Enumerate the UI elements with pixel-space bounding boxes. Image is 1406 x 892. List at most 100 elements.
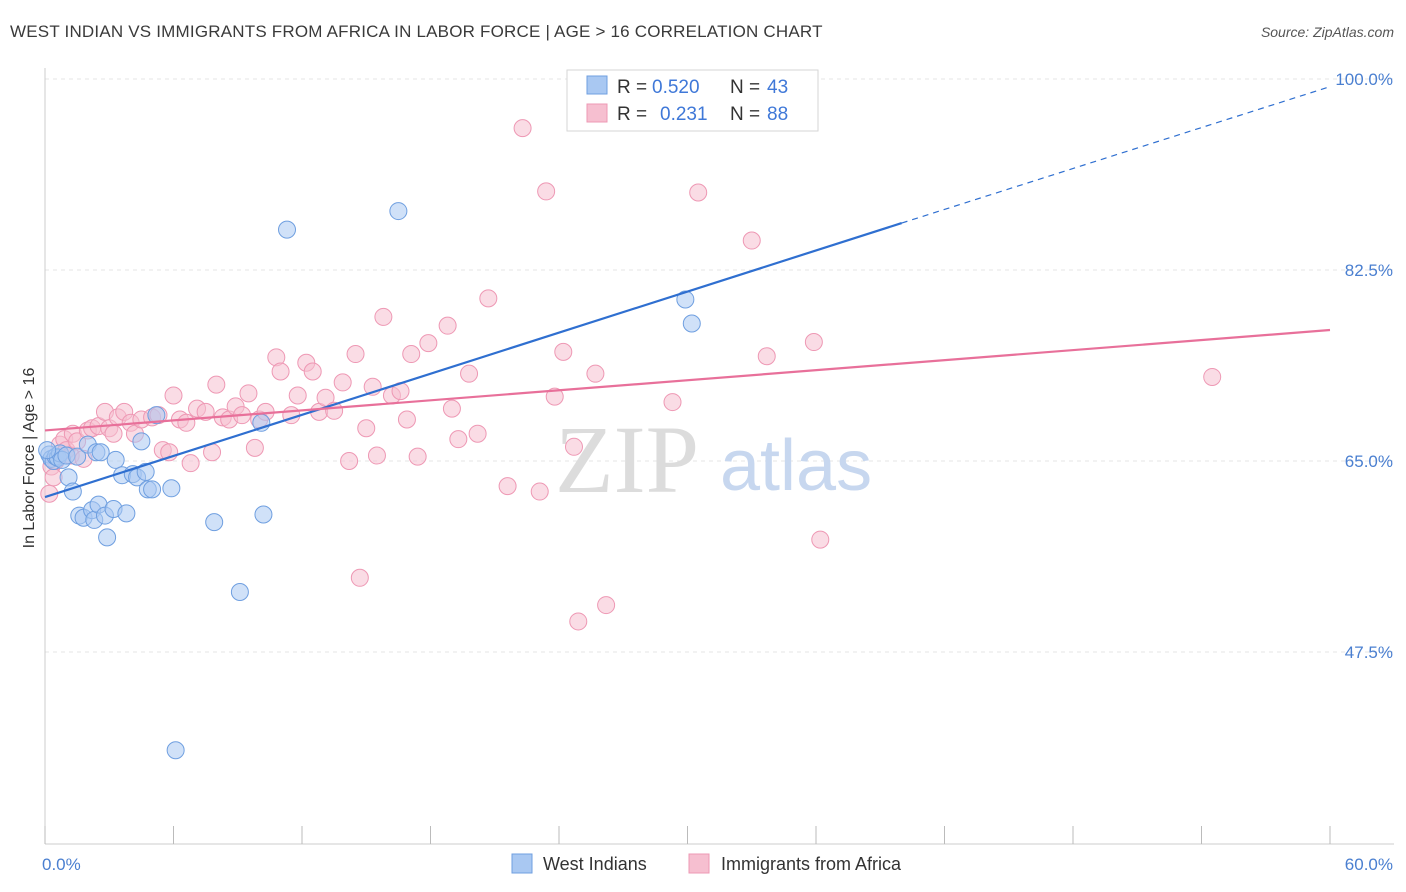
legend-n-label-2: N =: [730, 104, 760, 125]
africa-point: [564, 437, 583, 456]
legend-r-value-1: 0.520: [652, 77, 700, 98]
africa-point: [597, 596, 616, 615]
africa-point: [442, 399, 461, 418]
africa-points: [40, 119, 1222, 631]
africa-point: [340, 452, 359, 470]
africa-point: [449, 430, 468, 449]
africa-point: [408, 447, 427, 466]
africa-point: [239, 384, 258, 403]
africa-trend-line: [44, 328, 1331, 432]
africa-point: [811, 530, 830, 549]
west-indians-point: [278, 220, 297, 239]
africa-point: [207, 375, 226, 394]
west-indians-point: [143, 480, 162, 499]
africa-point: [742, 231, 761, 250]
west-indians-point: [106, 450, 125, 469]
africa-point: [271, 362, 290, 381]
x-tick-label-0: 0.0%: [42, 855, 81, 874]
west-indians-trend-extension: [901, 86, 1331, 224]
trend-lines: [44, 86, 1331, 499]
africa-point: [498, 477, 517, 496]
west-indians-point: [98, 528, 117, 547]
legend-r-label-2: R =: [617, 104, 647, 125]
legend-box: [566, 69, 819, 132]
africa-point: [104, 424, 123, 443]
y-tick-labels: 47.5% 65.0% 82.5% 100.0%: [1335, 70, 1393, 662]
legend-n-value-1: 43: [767, 77, 788, 98]
africa-point: [663, 393, 682, 412]
west-indians-point: [682, 314, 701, 333]
africa-point: [460, 364, 479, 383]
y-axis-label: In Labor Force | Age > 16: [21, 368, 38, 549]
africa-point: [350, 568, 369, 587]
africa-point: [374, 307, 393, 326]
bottom-legend-swatch-west-indians: [511, 853, 533, 874]
africa-point: [479, 289, 498, 308]
west-indians-point: [91, 443, 110, 462]
africa-point: [419, 334, 438, 353]
africa-point: [402, 345, 421, 364]
africa-point: [468, 424, 487, 443]
y-tick-label-2: 82.5%: [1345, 261, 1393, 280]
africa-point: [177, 413, 196, 432]
x-tick-labels: 0.0% 60.0%: [42, 855, 1393, 874]
y-tick-label-1: 65.0%: [1345, 452, 1393, 471]
west-indians-point: [132, 432, 151, 451]
west-indians-trend-line: [44, 222, 903, 499]
west-indians-point: [68, 447, 87, 466]
watermark-atlas: atlas: [720, 426, 872, 506]
africa-point: [554, 342, 573, 361]
africa-point: [303, 362, 322, 381]
west-indians-point: [389, 202, 408, 221]
africa-point: [181, 454, 200, 473]
bottom-legend-west-indians: West Indians: [543, 854, 647, 874]
west-indians-point: [676, 290, 695, 309]
chart-title: WEST INDIAN VS IMMIGRANTS FROM AFRICA IN…: [10, 22, 823, 41]
west-indians-point: [38, 441, 57, 460]
africa-point: [44, 468, 63, 487]
west-indians-point: [230, 582, 249, 601]
bottom-legend-africa: Immigrants from Africa: [721, 854, 902, 874]
africa-point: [245, 438, 264, 457]
africa-point: [689, 183, 708, 202]
legend-r-value-2: 0.231: [660, 104, 708, 125]
west-indians-point: [166, 741, 185, 760]
africa-point: [757, 347, 776, 366]
africa-point: [288, 386, 307, 405]
correlation-legend: R = 0.520 N = 43 R = 0.231 N = 88: [566, 69, 819, 132]
west-indians-point: [117, 504, 136, 523]
africa-point: [357, 419, 376, 438]
west-indians-point: [147, 406, 166, 425]
africa-point: [367, 446, 386, 465]
africa-point: [397, 410, 416, 429]
bottom-legend-swatch-africa: [688, 853, 710, 874]
africa-point: [346, 345, 365, 364]
africa-point: [513, 119, 532, 138]
africa-point: [586, 364, 605, 383]
legend-n-label-1: N =: [730, 77, 760, 98]
africa-point: [537, 182, 556, 201]
west-indians-points: [38, 202, 701, 760]
africa-point: [569, 612, 588, 631]
grid-lines: [45, 78, 1394, 653]
africa-point: [333, 373, 352, 392]
africa-point: [545, 387, 564, 406]
africa-point: [804, 333, 823, 352]
africa-point: [196, 402, 215, 421]
y-tick-label-3: 100.0%: [1335, 70, 1393, 89]
series-legend: West Indians Immigrants from Africa: [511, 853, 902, 874]
africa-point: [530, 482, 549, 501]
legend-swatch-africa: [586, 103, 608, 123]
africa-point: [438, 316, 457, 335]
legend-n-value-2: 88: [767, 104, 788, 125]
legend-swatch-west-indians: [586, 75, 608, 95]
legend-r-label-1: R =: [617, 77, 647, 98]
west-indians-point: [162, 479, 181, 498]
africa-point: [1203, 367, 1222, 386]
west-indians-point: [136, 462, 155, 481]
source-label: Source: ZipAtlas.com: [1260, 24, 1394, 40]
africa-point: [164, 386, 183, 405]
y-tick-label-0: 47.5%: [1345, 643, 1393, 662]
west-indians-point: [205, 513, 224, 532]
